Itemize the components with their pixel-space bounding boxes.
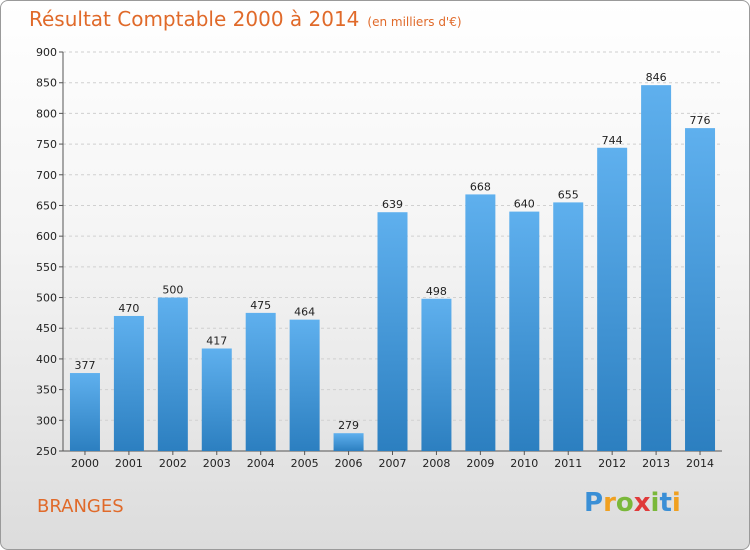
chart-title: Résultat Comptable 2000 à 2014 (en millie… <box>29 7 462 31</box>
bar <box>597 147 628 451</box>
logo-letter: P <box>584 488 604 518</box>
bar-value-label: 640 <box>514 198 535 211</box>
logo-letter: i <box>671 488 681 518</box>
bar-value-label: 655 <box>558 188 579 201</box>
bar <box>553 202 584 451</box>
y-tick-label: 750 <box>36 138 57 151</box>
chart-title-text: Résultat Comptable 2000 à 2014 <box>29 7 360 31</box>
bar-value-label: 500 <box>162 284 183 297</box>
y-tick-label: 450 <box>36 322 57 335</box>
proxiti-logo: Proxiti <box>584 488 681 518</box>
x-tick-label: 2012 <box>598 457 626 470</box>
bar <box>289 319 320 451</box>
y-tick-label: 600 <box>36 230 57 243</box>
bar <box>333 433 364 451</box>
logo-letter: x <box>633 488 651 518</box>
x-tick-label: 2002 <box>159 457 187 470</box>
x-tick-label: 2007 <box>379 457 407 470</box>
bar-value-label: 639 <box>382 198 403 211</box>
y-tick-label: 400 <box>36 353 57 366</box>
y-tick-label: 650 <box>36 199 57 212</box>
logo-letter: t <box>659 488 672 518</box>
chart-subtitle: (en milliers d'€) <box>367 15 462 29</box>
bar <box>685 128 716 451</box>
x-tick-label: 2003 <box>203 457 231 470</box>
bar <box>641 85 672 451</box>
x-tick-label: 2001 <box>115 457 143 470</box>
x-tick-label: 2009 <box>466 457 494 470</box>
bar <box>69 373 100 451</box>
bar-value-label: 776 <box>690 114 711 127</box>
x-tick-label: 2011 <box>554 457 582 470</box>
bar <box>465 194 496 452</box>
bar-value-label: 417 <box>206 334 227 347</box>
y-tick-label: 350 <box>36 384 57 397</box>
x-tick-label: 2008 <box>422 457 450 470</box>
y-tick-label: 300 <box>36 414 57 427</box>
x-tick-label: 2004 <box>247 457 275 470</box>
y-tick-label: 700 <box>36 169 57 182</box>
bar-value-label: 279 <box>338 419 359 432</box>
x-tick-label: 2010 <box>510 457 538 470</box>
y-tick-label: 500 <box>36 292 57 305</box>
bar-value-label: 377 <box>74 359 95 372</box>
bar-value-label: 846 <box>646 71 667 84</box>
bar-value-label: 475 <box>250 299 271 312</box>
bar-value-label: 668 <box>470 180 491 193</box>
x-tick-label: 2006 <box>335 457 363 470</box>
y-tick-label: 550 <box>36 261 57 274</box>
y-tick-label: 800 <box>36 107 57 120</box>
bar-value-label: 498 <box>426 285 447 298</box>
labels: 250 300 350 400 450 500 550 600 650 700 750 800 850 9… <box>36 46 714 470</box>
bar-value-label: 464 <box>294 306 315 319</box>
x-tick-label: 2014 <box>686 457 714 470</box>
bar <box>113 315 144 451</box>
x-tick-label: 2000 <box>71 457 99 470</box>
logo-letter: r <box>603 488 616 518</box>
bar <box>377 212 408 451</box>
logo-letter: i <box>650 488 660 518</box>
bar <box>245 312 276 451</box>
y-tick-label: 900 <box>36 46 57 59</box>
y-tick-label: 250 <box>36 445 57 458</box>
bar-value-label: 744 <box>602 134 623 147</box>
bars <box>69 85 716 452</box>
x-tick-label: 2005 <box>291 457 319 470</box>
bar <box>157 297 188 451</box>
bar <box>201 348 232 451</box>
bar-value-label: 470 <box>118 302 139 315</box>
x-tick-label: 2013 <box>642 457 670 470</box>
logo-letter: o <box>615 488 634 518</box>
bar <box>421 298 452 451</box>
bar <box>509 211 540 451</box>
place-name: BRANGES <box>37 496 124 517</box>
y-tick-label: 850 <box>36 77 57 90</box>
